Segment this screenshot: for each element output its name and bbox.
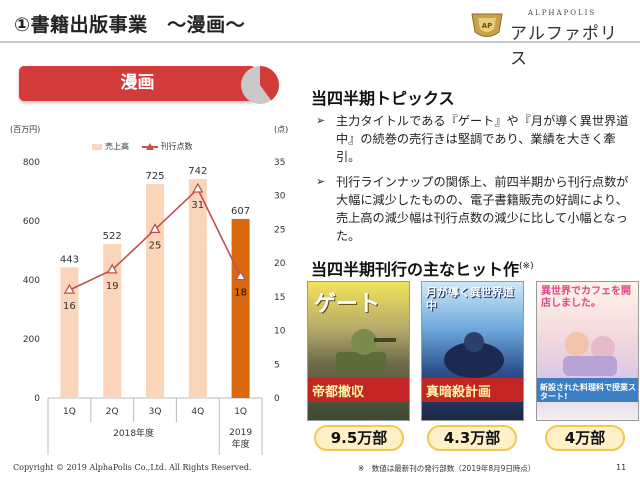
- line-point: [149, 223, 161, 234]
- line-value-label: 16: [63, 301, 76, 312]
- left-tick-label: 400: [23, 276, 40, 286]
- bar: [103, 244, 122, 398]
- cover-banner: 真暗殺計画: [422, 378, 523, 402]
- alphapolis-emblem-icon: AP: [471, 13, 503, 37]
- chart-legend: 売上高 刊行点数: [92, 141, 193, 152]
- page-title: ①書籍出版事業 ～漫画～: [14, 14, 246, 36]
- hits-title-text: 当四半期刊行の主なヒット作: [311, 260, 520, 279]
- topic-item: ➢ 主力タイトルである『ゲート』や『月が導く異世界道中』の続巻の売行きは堅調であり…: [315, 112, 633, 166]
- line-value-label: 18: [234, 288, 247, 299]
- topics-list: ➢ 主力タイトルである『ゲート』や『月が導く異世界道中』の続巻の売行きは堅調であり…: [315, 112, 633, 252]
- left-tick-label: 800: [23, 158, 40, 168]
- legend-line-swatch: [141, 142, 158, 151]
- right-tick-label: 5: [274, 360, 280, 370]
- segment-banner-label: 漫画: [120, 73, 155, 93]
- legend-sales-label: 売上高: [105, 142, 129, 151]
- segment-banner: 漫画: [19, 66, 256, 101]
- book-cover-gate: ゲート 帝都撤収: [307, 281, 410, 421]
- copyright: Copyright © 2019 AlphaPolis Co.,Ltd. All…: [13, 463, 252, 472]
- cover-banner-text: 新設された料理科で授業スタート!: [540, 383, 636, 401]
- left-tick-label: 0: [34, 394, 40, 404]
- left-axis-unit: (百万円): [10, 125, 41, 134]
- cover-title: ゲート: [314, 292, 381, 317]
- bar-value-label: 443: [60, 254, 79, 265]
- bullet-arrow-icon: ➢: [316, 114, 326, 127]
- svg-text:AP: AP: [482, 22, 493, 30]
- bar: [146, 184, 164, 398]
- x-tick-label: 3Q: [149, 407, 162, 417]
- bar: [188, 179, 207, 398]
- line-point: [106, 263, 118, 274]
- footnote: ※ 数値は最新刊の発行部数（2019年8月9日時点）: [358, 464, 536, 473]
- segment-share-pie: [241, 66, 279, 104]
- right-tick-label: 20: [274, 259, 286, 269]
- right-tick-label: 25: [274, 225, 285, 235]
- topic-text: 刊行ラインナップの関係上、前四半期から刊行点数が大幅に減少したものの、電子書籍販…: [336, 175, 629, 243]
- bar: [60, 267, 79, 398]
- hit-covers: ゲート 帝都撤収 月が導く異世界道中 真暗殺計画 異世界でカフェを開店しました。…: [307, 281, 639, 451]
- left-tick-label: 200: [23, 335, 40, 345]
- cover-illustration: [336, 329, 396, 374]
- sales-badge: 4.3万部: [427, 425, 517, 451]
- bar-value-label: 742: [188, 166, 207, 177]
- manga-sales-chart: (百万円) (点) 売上高 刊行点数 0 200 400 600 800 0 5 10 15 20…: [0, 115, 300, 455]
- right-tick-label: 30: [274, 192, 286, 202]
- period-label-2018: 2018年度: [113, 427, 154, 439]
- logo-wordmark: アルファポリス: [510, 24, 618, 69]
- line-value-label: 31: [191, 200, 204, 211]
- sales-badge: 4万部: [545, 425, 625, 451]
- line-value-label: 19: [106, 281, 119, 292]
- x-tick-label: 1Q: [234, 407, 247, 417]
- right-tick-label: 35: [274, 158, 285, 168]
- cover-title: 月が導く異世界道中: [426, 286, 514, 312]
- page-number: 11: [616, 463, 627, 472]
- period-label-2019-suffix: 年度: [232, 438, 250, 450]
- right-axis-unit: (点): [274, 125, 289, 134]
- hits-title: 当四半期刊行の主なヒット作(※): [311, 256, 534, 280]
- alphapolis-logo: AP ALPHAPOLIS アルファポリス: [470, 8, 632, 69]
- x-tick-label: 1Q: [63, 407, 76, 417]
- book-cover-tsuki: 月が導く異世界道中 真暗殺計画: [421, 281, 524, 421]
- legend-bar-swatch: [92, 143, 102, 150]
- pie-manga-slice: [260, 66, 279, 101]
- topic-item: ➢ 刊行ラインナップの関係上、前四半期から刊行点数が大幅に減少したものの、電子書籍…: [315, 173, 633, 245]
- period-label-2019-year: 2019: [229, 428, 252, 438]
- cover-banner: 帝都撤収: [308, 378, 409, 402]
- cover-title: 異世界でカフェを開店しました。: [541, 286, 631, 309]
- bar-value-label: 607: [231, 206, 250, 217]
- logo-subtitle: ALPHAPOLIS: [528, 9, 597, 17]
- x-tick-label: 2Q: [106, 407, 119, 417]
- line-point: [192, 182, 204, 193]
- topics-title: 当四半期トピックス: [311, 89, 455, 108]
- title-divider: [0, 41, 640, 43]
- cover-banner: 新設された料理科で授業スタート!: [537, 378, 638, 402]
- x-tick-label: 4Q: [191, 407, 204, 417]
- cover-illustration: [563, 332, 617, 376]
- cover-banner-text: 帝都撤収: [312, 385, 365, 400]
- bar-value-label: 522: [103, 231, 122, 242]
- bullet-arrow-icon: ➢: [316, 175, 326, 188]
- right-tick-label: 15: [274, 293, 285, 303]
- bar: [231, 218, 250, 398]
- hits-note-mark: (※): [519, 261, 534, 272]
- right-tick-label: 0: [274, 394, 280, 404]
- line-value-label: 25: [149, 240, 162, 251]
- cover-illustration: [444, 332, 504, 378]
- sales-badge: 9.5万部: [314, 425, 404, 451]
- line-point: [63, 283, 76, 294]
- cover-banner-text: 真暗殺計画: [426, 385, 492, 400]
- chart-plot: 0 200 400 600 800 0 5 10 15 20 25 30 35 443 1Q 522 2Q 725…: [23, 158, 286, 455]
- legend-titles-label: 刊行点数: [160, 142, 193, 151]
- right-tick-label: 10: [274, 327, 286, 337]
- left-tick-label: 600: [23, 217, 40, 227]
- line-point: [234, 270, 247, 281]
- topic-text: 主力タイトルである『ゲート』や『月が導く異世界道中』の続巻の売行きは堅調であり、…: [336, 114, 629, 164]
- bar-value-label: 725: [145, 171, 164, 182]
- book-cover-cafe: 異世界でカフェを開店しました。 新設された料理科で授業スタート!: [536, 281, 639, 421]
